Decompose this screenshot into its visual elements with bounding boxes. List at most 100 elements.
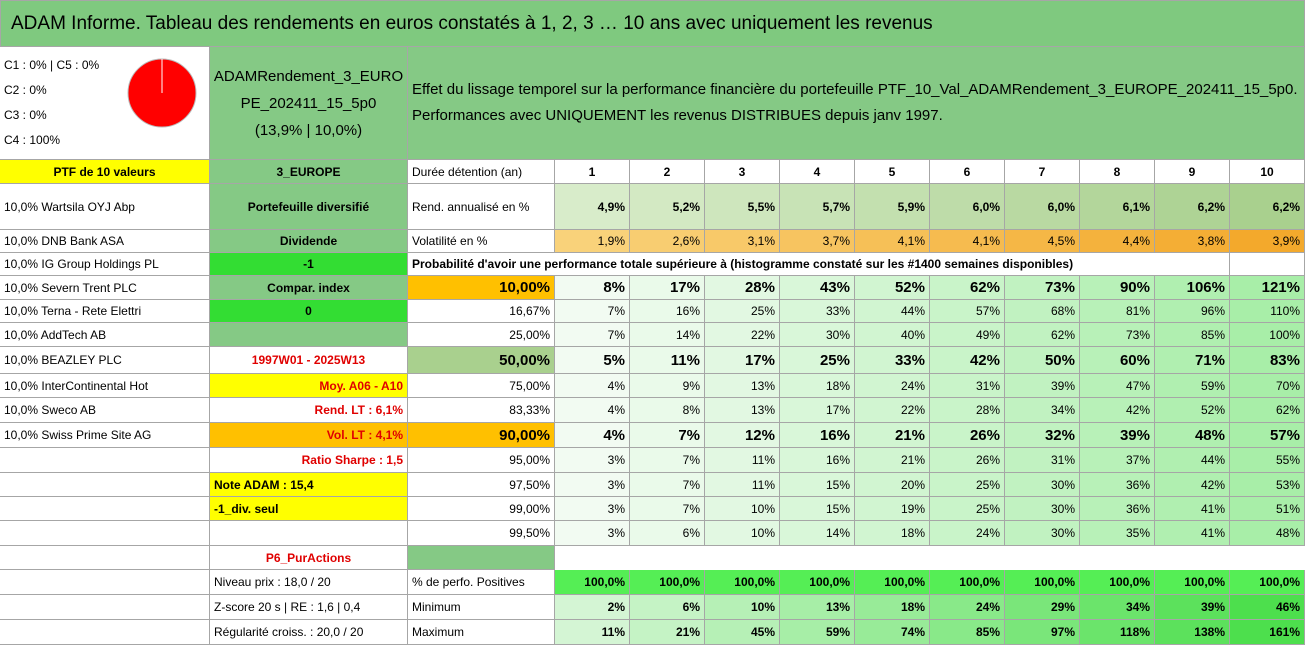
value-cell: 3,1% — [705, 230, 780, 253]
label-cell: 25,00% — [408, 323, 555, 347]
value-cell: 4,5% — [1005, 230, 1080, 253]
label-cell: Rend. annualisé en % — [408, 184, 555, 230]
value-cell: 100,0% — [855, 570, 930, 595]
label-cell: 50,00% — [408, 347, 555, 374]
label-cell: PTF de 10 valeurs — [0, 160, 210, 184]
value-cell: 17% — [705, 347, 780, 374]
value-cell: 21% — [855, 448, 930, 473]
label-cell: 99,50% — [408, 521, 555, 546]
label-cell: Minimum — [408, 595, 555, 620]
value-cell: 39% — [1080, 423, 1155, 448]
value-cell: 57% — [930, 300, 1005, 323]
value-cell: 3,8% — [1155, 230, 1230, 253]
label-cell: Note ADAM : 15,4 — [210, 473, 408, 497]
value-cell: 8% — [555, 276, 630, 300]
allocation-line: C1 : 0% | C5 : 0% — [4, 58, 100, 72]
value-cell: 57% — [1230, 423, 1305, 448]
value-cell: 49% — [930, 323, 1005, 347]
value-cell: 81% — [1080, 300, 1155, 323]
empty-cell — [0, 521, 210, 546]
label-cell: 75,00% — [408, 374, 555, 398]
value-cell: 62% — [930, 276, 1005, 300]
value-cell: 32% — [1005, 423, 1080, 448]
value-cell: 8 — [1080, 160, 1155, 184]
value-cell: 20% — [855, 473, 930, 497]
value-cell: 39% — [1155, 595, 1230, 620]
value-cell: 3,9% — [1230, 230, 1305, 253]
value-cell: 100,0% — [1080, 570, 1155, 595]
value-cell: 26% — [930, 448, 1005, 473]
value-cell: 15% — [780, 497, 855, 521]
value-cell: 6,0% — [1005, 184, 1080, 230]
label-cell: Probabilité d'avoir une performance tota… — [408, 253, 1230, 276]
value-cell: 25% — [930, 473, 1005, 497]
label-cell: 83,33% — [408, 398, 555, 423]
label-cell: 3_EUROPE — [210, 160, 408, 184]
value-cell: 29% — [1005, 595, 1080, 620]
label-cell: 10,0% Terna - Rete Elettri — [0, 300, 210, 323]
label-cell: -1 — [210, 253, 408, 276]
value-cell: 45% — [705, 620, 780, 645]
value-cell: 17% — [630, 276, 705, 300]
value-cell: 33% — [855, 347, 930, 374]
value-cell: 28% — [705, 276, 780, 300]
value-cell: 39% — [1005, 374, 1080, 398]
value-cell: 3,7% — [780, 230, 855, 253]
value-cell: 26% — [930, 423, 1005, 448]
value-cell: 6,2% — [1230, 184, 1305, 230]
value-cell: 42% — [1155, 473, 1230, 497]
value-cell: 2 — [630, 160, 705, 184]
value-cell: 9% — [630, 374, 705, 398]
allocation-line: C2 : 0% — [4, 83, 47, 97]
empty-cell — [408, 546, 555, 570]
description: Effet du lissage temporel sur la perform… — [408, 47, 1305, 160]
value-cell: 4,4% — [1080, 230, 1155, 253]
value-cell: 14% — [780, 521, 855, 546]
value-cell: 71% — [1155, 347, 1230, 374]
empty-cell — [210, 521, 408, 546]
value-cell: 59% — [1155, 374, 1230, 398]
value-cell: 5 — [855, 160, 930, 184]
value-cell: 85% — [930, 620, 1005, 645]
value-cell: 31% — [1005, 448, 1080, 473]
value-cell: 52% — [855, 276, 930, 300]
value-cell: 90% — [1080, 276, 1155, 300]
label-cell: Régularité croiss. : 20,0 / 20 — [210, 620, 408, 645]
value-cell: 100,0% — [705, 570, 780, 595]
label-cell: Durée détention (an) — [408, 160, 555, 184]
value-cell: 106% — [1155, 276, 1230, 300]
allocation-cell: C1 : 0% | C5 : 0% C2 : 0% C3 : 0% C4 : 1… — [0, 47, 210, 160]
value-cell: 33% — [780, 300, 855, 323]
label-cell: 90,00% — [408, 423, 555, 448]
label-cell: 10,0% Severn Trent PLC — [0, 276, 210, 300]
value-cell: 6,2% — [1155, 184, 1230, 230]
value-cell: 18% — [780, 374, 855, 398]
report-title: ADAM Informe. Tableau des rendements en … — [0, 0, 1305, 47]
value-cell: 18% — [855, 595, 930, 620]
label-cell: 97,50% — [408, 473, 555, 497]
value-cell: 73% — [1005, 276, 1080, 300]
value-cell: 25% — [705, 300, 780, 323]
label-cell: 10,0% Swiss Prime Site AG — [0, 423, 210, 448]
value-cell: 41% — [1155, 521, 1230, 546]
value-cell: 73% — [1080, 323, 1155, 347]
value-cell: 25% — [780, 347, 855, 374]
value-cell: 14% — [630, 323, 705, 347]
value-cell: 30% — [780, 323, 855, 347]
label-cell: Rend. LT : 6,1% — [210, 398, 408, 423]
value-cell: 24% — [930, 521, 1005, 546]
value-cell: 3% — [555, 521, 630, 546]
value-cell: 16% — [780, 423, 855, 448]
value-cell: 6,1% — [1080, 184, 1155, 230]
value-cell: 25% — [930, 497, 1005, 521]
label-cell: 10,00% — [408, 276, 555, 300]
empty-cell — [555, 546, 1305, 570]
value-cell: 11% — [705, 473, 780, 497]
value-cell: 40% — [855, 323, 930, 347]
portfolio-name-line: (13,9% | 10,0%) — [254, 121, 363, 139]
value-cell: 17% — [780, 398, 855, 423]
value-cell: 100,0% — [1155, 570, 1230, 595]
value-cell: 6% — [630, 595, 705, 620]
label-cell: 10,0% AddTech AB — [0, 323, 210, 347]
value-cell: 31% — [930, 374, 1005, 398]
